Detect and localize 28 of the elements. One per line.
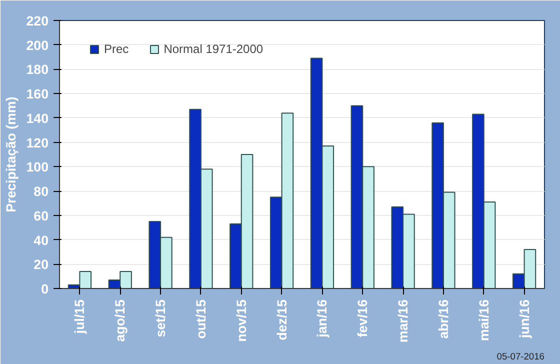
x-tick-label: nov/15 [234,298,249,342]
y-tick-label: 200 [26,38,49,53]
x-tick-label: mai/16 [476,299,492,341]
y-tick-label: 180 [26,62,49,78]
text: 05-07-2016 [496,352,545,362]
y-tick-label: 120 [26,135,49,150]
y-axis-title: Precipitação (mm) [3,96,18,212]
x-tick-label: set/15 [153,298,168,338]
y-tick-label: 100 [26,160,49,175]
x-tick-label: ago/15 [112,298,128,342]
x-tick-label: mar/16 [396,299,411,342]
x-tick-label: fev/16 [355,299,370,338]
x-tick-label: out/15 [193,298,208,339]
y-tick-label: 60 [34,208,49,224]
y-tick-label: 0 [41,282,49,296]
x-tick-label: jun/16 [516,300,532,340]
y-tick-label: 160 [26,86,49,102]
y-tick-label: 80 [34,184,49,200]
x-tick-label: abr/16 [436,299,451,339]
y-tick-label: 20 [34,257,49,272]
x-tick-label: jan/16 [314,299,330,338]
x-tick-label: dez/15 [274,298,290,340]
y-tick-label: 140 [26,110,49,126]
legend-label: Prec [104,42,129,56]
x-tick-label: jul/15 [72,298,88,335]
y-tick-label: 220 [26,14,49,28]
y-tick-label: 40 [34,232,49,248]
legend-label: Normal 1971-2000 [164,42,264,56]
